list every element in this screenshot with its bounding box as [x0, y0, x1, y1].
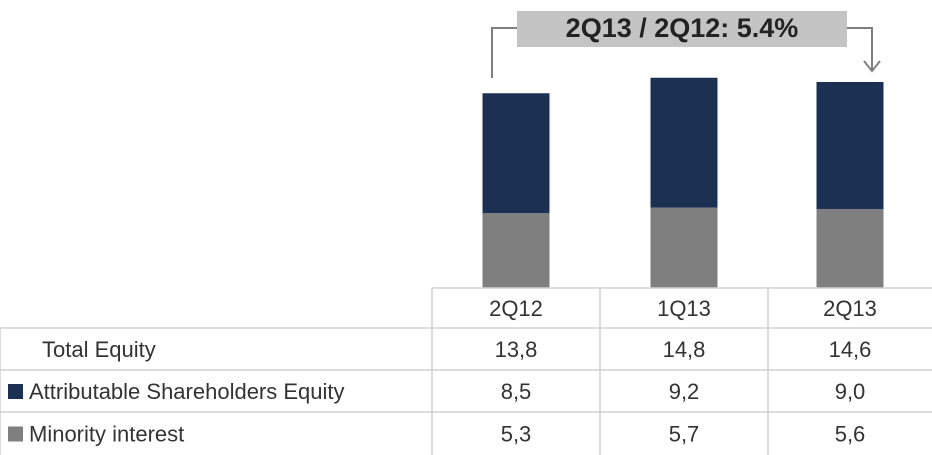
legend-swatch — [8, 426, 23, 442]
legend-label: Attributable Shareholders Equity — [29, 379, 345, 404]
legend-label: Minority interest — [29, 421, 184, 446]
bar-segment — [650, 77, 718, 208]
data-label: 8,5 — [501, 379, 532, 404]
bar-segment — [482, 213, 550, 288]
annotation-box — [517, 11, 847, 47]
data-label: 9,2 — [669, 379, 700, 404]
row-label: Total Equity — [42, 337, 156, 362]
data-label: 13,8 — [495, 337, 538, 362]
bar-segment — [482, 93, 550, 214]
column-header: 1Q13 — [657, 296, 711, 321]
data-label: 5,7 — [669, 421, 700, 446]
bar-segment — [816, 208, 884, 288]
annotation-bracket — [491, 27, 881, 78]
column-header: 2Q13 — [823, 296, 877, 321]
data-label: 5,3 — [501, 421, 532, 446]
legend-swatch — [8, 384, 23, 399]
annotation: 2Q13 / 2Q12: 5.4% — [566, 13, 799, 43]
column-header: 2Q12 — [489, 296, 543, 321]
data-label: 5,6 — [835, 421, 866, 446]
data-label: 14,8 — [663, 337, 706, 362]
bar-segment — [650, 207, 718, 288]
data-label: 14,6 — [829, 337, 872, 362]
bar-segment — [816, 81, 884, 209]
data-label: 9,0 — [835, 379, 866, 404]
